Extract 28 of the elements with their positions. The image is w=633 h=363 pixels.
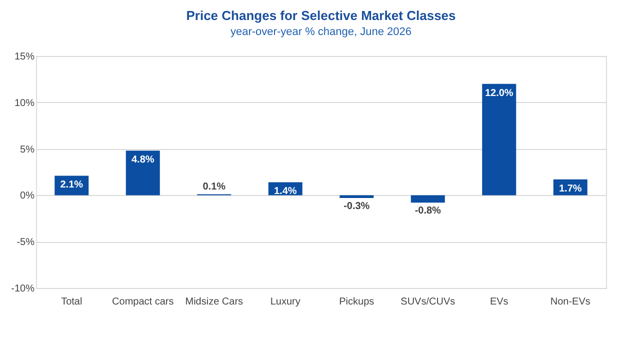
y-tick-label: 0% <box>20 190 35 202</box>
data-label: 2.1% <box>60 180 84 191</box>
data-label: 4.8% <box>131 154 154 166</box>
bar <box>482 84 516 196</box>
x-tick-label: Non-EVs <box>550 296 590 308</box>
data-label: 1.4% <box>274 186 297 198</box>
y-tick-label: 10% <box>14 98 35 109</box>
data-label: 12.0% <box>484 88 514 99</box>
y-tick-label: -10% <box>11 284 35 294</box>
data-label: -0.8% <box>414 206 442 217</box>
chart-subtitle: year-over-year % change, June 2026 <box>230 26 412 38</box>
bar <box>410 195 445 203</box>
bar <box>126 150 160 196</box>
x-tick-label: EVs <box>490 296 508 308</box>
y-tick-label: -5% <box>16 237 35 248</box>
y-tick-label: 15% <box>14 52 35 62</box>
x-tick-label: SUVs/CUVs <box>400 296 456 308</box>
x-tick-label: Compact cars <box>112 296 174 308</box>
data-label: -0.3% <box>344 200 370 212</box>
chart-title: Price Changes for Selective Market Classes <box>186 8 456 23</box>
data-label: 0.1% <box>202 181 226 192</box>
x-tick-label: Midsize Cars <box>185 296 244 308</box>
x-tick-label: Luxury <box>270 296 300 308</box>
data-label: 1.7% <box>558 183 582 194</box>
x-tick-label: Pickups <box>339 296 374 308</box>
y-tick-label: 5% <box>20 144 35 156</box>
bar <box>340 195 374 198</box>
x-tick-label: Total <box>61 296 82 308</box>
